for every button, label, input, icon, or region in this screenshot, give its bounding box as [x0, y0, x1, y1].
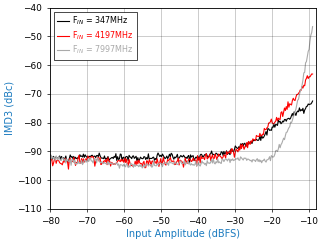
F$_{IN}$ = 4197MHz [48, 156, 52, 159]
F$_{IN}$ = 347MHz [210, 149, 214, 152]
F$_{IN}$ = 4197MHz [311, 73, 315, 76]
F$_{IN}$ = 7997MHz [287, 126, 291, 129]
F$_{IN}$ = 7997MHz [311, 25, 315, 28]
F$_{IN}$ = 7997MHz [210, 158, 214, 161]
F$_{IN}$ = 347MHz [188, 161, 192, 164]
F$_{IN}$ = 347MHz [204, 152, 208, 155]
Y-axis label: IMD3 (dBc): IMD3 (dBc) [4, 81, 14, 135]
F$_{IN}$ = 7997MHz [49, 154, 53, 156]
X-axis label: Input Amplitude (dBFS): Input Amplitude (dBFS) [126, 229, 240, 239]
F$_{IN}$ = 347MHz [48, 153, 52, 156]
F$_{IN}$ = 4197MHz [287, 106, 291, 109]
F$_{IN}$ = 347MHz [205, 154, 209, 157]
F$_{IN}$ = 4197MHz [67, 168, 70, 171]
F$_{IN}$ = 7997MHz [48, 157, 52, 160]
F$_{IN}$ = 7997MHz [205, 159, 209, 162]
F$_{IN}$ = 7997MHz [270, 156, 274, 158]
Line: F$_{IN}$ = 4197MHz: F$_{IN}$ = 4197MHz [50, 74, 313, 169]
Legend: F$_{IN}$ = 347MHz, F$_{IN}$ = 4197MHz, F$_{IN}$ = 7997MHz: F$_{IN}$ = 347MHz, F$_{IN}$ = 4197MHz, F… [54, 12, 137, 60]
F$_{IN}$ = 4197MHz [270, 121, 274, 124]
F$_{IN}$ = 4197MHz [205, 157, 209, 160]
F$_{IN}$ = 4197MHz [210, 156, 214, 159]
F$_{IN}$ = 4197MHz [310, 72, 314, 75]
F$_{IN}$ = 347MHz [287, 117, 291, 120]
F$_{IN}$ = 347MHz [270, 126, 274, 129]
Line: F$_{IN}$ = 7997MHz: F$_{IN}$ = 7997MHz [50, 27, 313, 168]
F$_{IN}$ = 7997MHz [118, 167, 121, 170]
F$_{IN}$ = 347MHz [49, 155, 53, 157]
F$_{IN}$ = 7997MHz [204, 164, 208, 167]
F$_{IN}$ = 4197MHz [49, 158, 53, 161]
Line: F$_{IN}$ = 347MHz: F$_{IN}$ = 347MHz [50, 101, 313, 162]
F$_{IN}$ = 347MHz [311, 100, 315, 103]
F$_{IN}$ = 4197MHz [204, 152, 208, 155]
